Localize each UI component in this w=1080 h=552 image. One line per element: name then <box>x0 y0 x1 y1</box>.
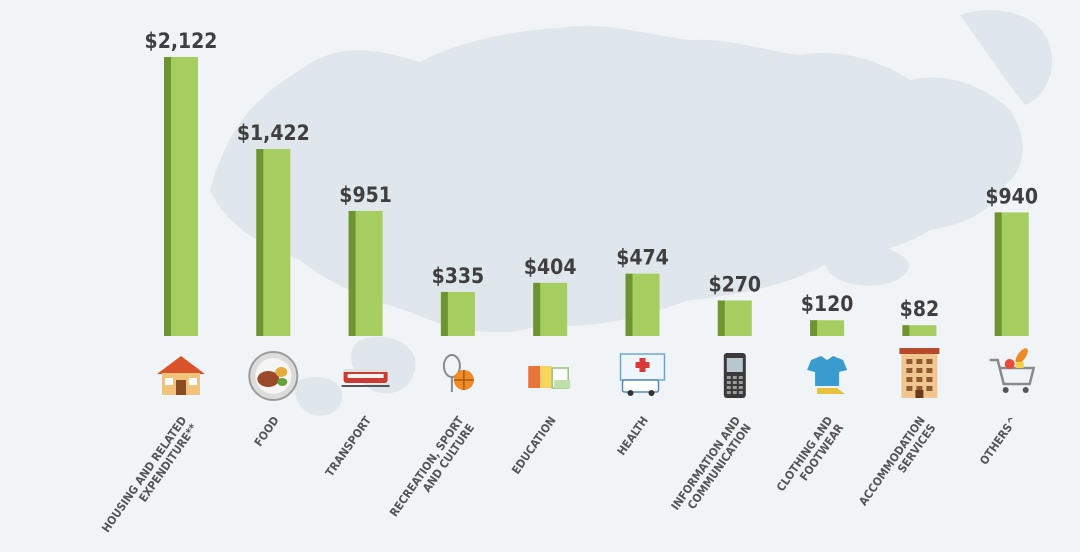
value-label: $951 <box>339 183 392 207</box>
house-icon <box>157 356 205 395</box>
bar <box>256 149 291 336</box>
category-label-line: RECREATION, SPORT <box>387 414 467 520</box>
value-label: $940 <box>985 184 1038 208</box>
food-plate-icon <box>248 351 299 401</box>
value-label: $1,422 <box>237 121 310 145</box>
bar-shade <box>994 212 1002 336</box>
bar <box>717 300 752 336</box>
value-label: $335 <box>432 264 485 288</box>
sports-ball-racket-icon <box>442 354 474 392</box>
bar-shade <box>810 320 818 336</box>
bar-shade <box>533 282 541 336</box>
bar-shade <box>902 325 910 336</box>
value-label: $270 <box>709 273 762 297</box>
value-label: $120 <box>801 292 854 316</box>
bar <box>164 57 198 336</box>
category-label-line: ACCOMMODATION <box>856 414 928 508</box>
category-label-line: EDUCATION <box>509 414 559 477</box>
category-label: FOOD <box>251 413 282 449</box>
category-label-line: HOUSING AND RELATED <box>99 413 190 535</box>
bar <box>625 273 660 336</box>
category-label-line: OTHERS^ <box>977 414 1020 468</box>
bar <box>994 212 1029 336</box>
category-label: TRANSPORT <box>322 414 374 479</box>
bar-shade <box>256 149 264 336</box>
category-label: OTHERS^ <box>977 414 1020 468</box>
bar-fill <box>902 325 937 336</box>
category-label-line: HEALTH <box>614 414 651 458</box>
category-label: EDUCATION <box>509 414 559 477</box>
value-label: $404 <box>524 255 577 279</box>
shopping-cart-icon <box>989 348 1036 393</box>
category-label-line: FOOD <box>251 413 282 449</box>
value-label: $82 <box>900 297 939 321</box>
books-icon <box>528 366 571 389</box>
bar <box>533 282 568 336</box>
category-label-line: TRANSPORT <box>322 414 374 479</box>
train-icon <box>341 369 390 387</box>
shirt-shoe-icon <box>807 356 848 394</box>
category-label: HEALTH <box>614 414 651 458</box>
bar <box>348 210 383 336</box>
bar <box>440 291 475 336</box>
bar-fill <box>810 320 845 336</box>
bar-shade <box>717 300 725 336</box>
bar <box>902 325 937 336</box>
value-label: $2,122 <box>145 29 218 53</box>
map-background <box>210 10 1053 416</box>
hotel-icon <box>899 348 940 398</box>
value-labels-layer: $2,122 $1,422 $951 $335 $404 $474 $270 $120 $82 $… <box>145 29 1038 321</box>
bars-layer <box>164 57 1029 336</box>
bar-shade <box>348 210 356 336</box>
bar-shade <box>440 291 448 336</box>
bar-shade <box>625 273 633 336</box>
icons-layer <box>157 348 1036 401</box>
bar <box>810 320 845 336</box>
value-label: $474 <box>616 246 669 270</box>
mobile-phone-icon <box>723 353 746 398</box>
bar-shade <box>164 57 171 336</box>
hospital-ambulance-icon <box>619 353 666 396</box>
